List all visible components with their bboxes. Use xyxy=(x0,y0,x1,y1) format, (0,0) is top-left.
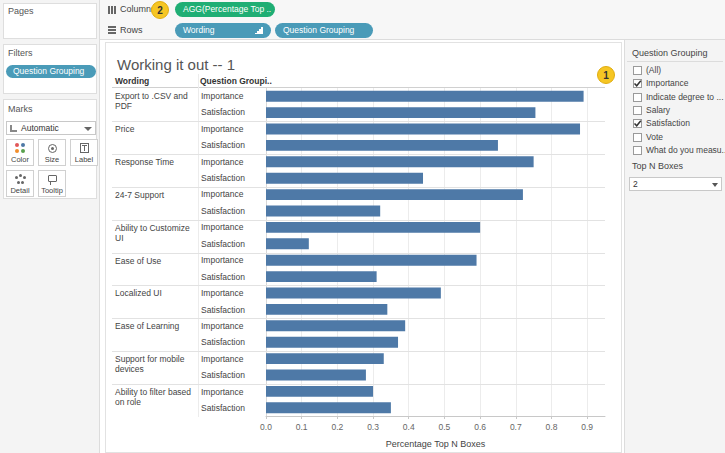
svg-text:Percentage Top N Boxes: Percentage Top N Boxes xyxy=(386,439,486,449)
svg-text:0.0: 0.0 xyxy=(260,422,272,432)
svg-text:0.8: 0.8 xyxy=(546,422,558,432)
html-text:Ease of Use: Ease of Use xyxy=(115,255,162,266)
html-text:Ability to filter based on rol: Ability to filter based on role xyxy=(115,387,192,408)
html-text:AGG(Percentage Top ..: AGG(Percentage Top .. xyxy=(183,4,272,14)
svg-text:0.7: 0.7 xyxy=(510,422,522,432)
html-text:Satisfaction: Satisfaction xyxy=(201,304,245,315)
html-text:Question Grouping: Question Grouping xyxy=(632,48,708,58)
html-text:Tooltip: Tooltip xyxy=(41,186,63,195)
html-text:Export to .CSV and PDF: Export to .CSV and PDF xyxy=(115,91,188,111)
html-text:Wording: Wording xyxy=(183,25,215,35)
svg-text:0.5: 0.5 xyxy=(439,422,451,432)
svg-text:0.4: 0.4 xyxy=(403,422,415,432)
html-text:Importance: Importance xyxy=(201,386,244,397)
html-text:Response Time: Response Time xyxy=(115,156,175,167)
html-text:Automatic: Automatic xyxy=(21,123,59,133)
html-text:Indicate degree to ...: Indicate degree to ... xyxy=(646,91,724,102)
html-text:Marks: Marks xyxy=(8,104,33,114)
html-text:Importance: Importance xyxy=(201,255,244,266)
svg-text:0.3: 0.3 xyxy=(367,422,379,432)
html-text:Color: Color xyxy=(11,155,29,164)
html-text:Filters: Filters xyxy=(8,48,33,58)
html-text:Importance: Importance xyxy=(201,222,244,233)
html-text:2: 2 xyxy=(157,5,163,16)
html-text:Importance: Importance xyxy=(201,353,244,364)
html-text:Rows: Rows xyxy=(120,25,143,35)
html-text:Importance: Importance xyxy=(201,123,244,134)
html-text:Importance: Importance xyxy=(201,189,244,200)
html-text:Question Groupi..: Question Groupi.. xyxy=(200,76,272,86)
html-text:Importance: Importance xyxy=(646,78,689,89)
svg-text:0.2: 0.2 xyxy=(331,422,343,432)
html-text:Salary: Salary xyxy=(646,104,671,115)
html-text:Satisfaction: Satisfaction xyxy=(201,370,245,381)
html-text:Wording: Wording xyxy=(115,76,150,86)
html-text:1: 1 xyxy=(603,70,609,81)
html-text:Satisfaction: Satisfaction xyxy=(201,271,245,282)
html-text:Size: Size xyxy=(44,155,60,164)
html-text:Question Grouping: Question Grouping xyxy=(283,25,355,35)
html-text:Top N Boxes: Top N Boxes xyxy=(632,161,683,171)
html-text:Detail: Detail xyxy=(10,186,30,195)
html-text:Importance: Importance xyxy=(201,321,244,331)
html-text:Question Grouping: Question Grouping xyxy=(13,66,85,76)
html-text:Localized UI: Localized UI xyxy=(115,288,162,299)
html-text:Price: Price xyxy=(115,123,135,134)
html-text:Satisfaction: Satisfaction xyxy=(201,107,245,118)
html-text:Ease of Learning: Ease of Learning xyxy=(115,321,180,332)
html-text:Support for mobile devices: Support for mobile devices xyxy=(115,354,185,375)
html-text:(All): (All) xyxy=(646,65,662,75)
html-text:Satisfaction: Satisfaction xyxy=(201,337,245,348)
html-text:Satisfaction: Satisfaction xyxy=(201,140,245,151)
html-text:2: 2 xyxy=(633,179,638,189)
svg-text:0.6: 0.6 xyxy=(474,422,486,432)
html-text:24-7 Support: 24-7 Support xyxy=(115,189,165,200)
html-text:Columns: Columns xyxy=(120,4,156,14)
html-text:Satisfaction: Satisfaction xyxy=(201,173,245,183)
svg-text:0.9: 0.9 xyxy=(581,422,593,432)
html-text:Ability to Customize UI: Ability to Customize UI xyxy=(115,222,190,243)
html-text:Vote: Vote xyxy=(646,131,663,142)
html-text:Satisfaction: Satisfaction xyxy=(201,205,245,216)
html-text:Satisfaction: Satisfaction xyxy=(201,238,245,249)
html-text:Importance: Importance xyxy=(201,288,244,299)
svg-text:0.1: 0.1 xyxy=(296,422,308,432)
html-text:Pages: Pages xyxy=(8,6,34,16)
svg-text:Working it out -- 1: Working it out -- 1 xyxy=(117,56,235,73)
html-text:Satisfaction: Satisfaction xyxy=(646,118,690,129)
html-text:Importance: Importance xyxy=(201,90,244,101)
html-text:Label: Label xyxy=(74,155,94,164)
html-text:Satisfaction: Satisfaction xyxy=(201,403,245,414)
html-text:Importance: Importance xyxy=(201,156,244,167)
